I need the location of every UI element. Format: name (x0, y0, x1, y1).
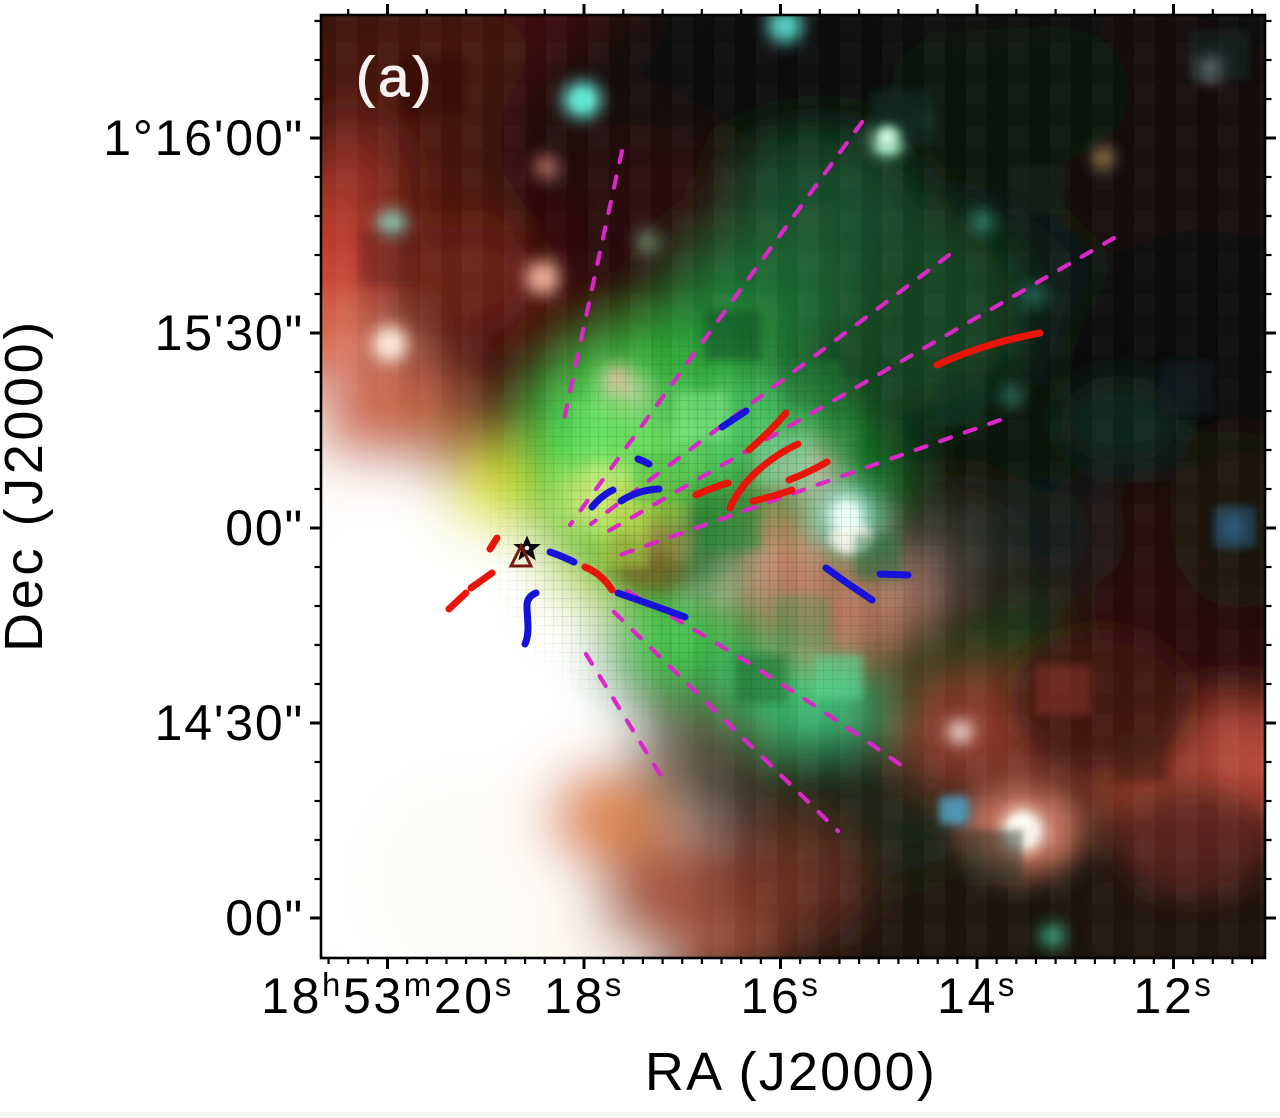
svg-text:14'30": 14'30" (155, 695, 304, 751)
svg-text:00": 00" (225, 890, 304, 946)
svg-text:(a): (a) (356, 45, 435, 108)
svg-text:Dec (J2000): Dec (J2000) (0, 318, 54, 652)
svg-text:15'30": 15'30" (155, 305, 304, 361)
svg-text:1°16'00": 1°16'00" (103, 110, 304, 166)
svg-text:18h53m20s: 18h53m20s (261, 966, 514, 1024)
svg-text:RA (J2000): RA (J2000) (645, 1042, 937, 1102)
svg-text:00": 00" (225, 500, 304, 556)
